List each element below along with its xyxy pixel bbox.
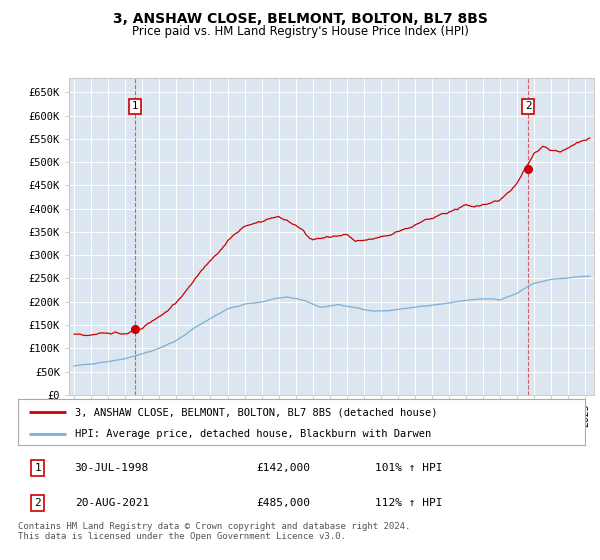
Text: 2: 2: [34, 498, 41, 508]
Text: 20-AUG-2021: 20-AUG-2021: [75, 498, 149, 508]
Text: 3, ANSHAW CLOSE, BELMONT, BOLTON, BL7 8BS: 3, ANSHAW CLOSE, BELMONT, BOLTON, BL7 8B…: [113, 12, 487, 26]
Text: HPI: Average price, detached house, Blackburn with Darwen: HPI: Average price, detached house, Blac…: [75, 429, 431, 439]
Text: Contains HM Land Registry data © Crown copyright and database right 2024.
This d: Contains HM Land Registry data © Crown c…: [18, 522, 410, 542]
Text: 2: 2: [525, 101, 532, 111]
Text: Price paid vs. HM Land Registry's House Price Index (HPI): Price paid vs. HM Land Registry's House …: [131, 25, 469, 38]
Text: 112% ↑ HPI: 112% ↑ HPI: [375, 498, 443, 508]
Text: £142,000: £142,000: [256, 463, 310, 473]
Text: 1: 1: [132, 101, 139, 111]
Text: £485,000: £485,000: [256, 498, 310, 508]
Text: 101% ↑ HPI: 101% ↑ HPI: [375, 463, 443, 473]
Text: 1: 1: [34, 463, 41, 473]
Text: 3, ANSHAW CLOSE, BELMONT, BOLTON, BL7 8BS (detached house): 3, ANSHAW CLOSE, BELMONT, BOLTON, BL7 8B…: [75, 408, 437, 418]
Text: 30-JUL-1998: 30-JUL-1998: [75, 463, 149, 473]
